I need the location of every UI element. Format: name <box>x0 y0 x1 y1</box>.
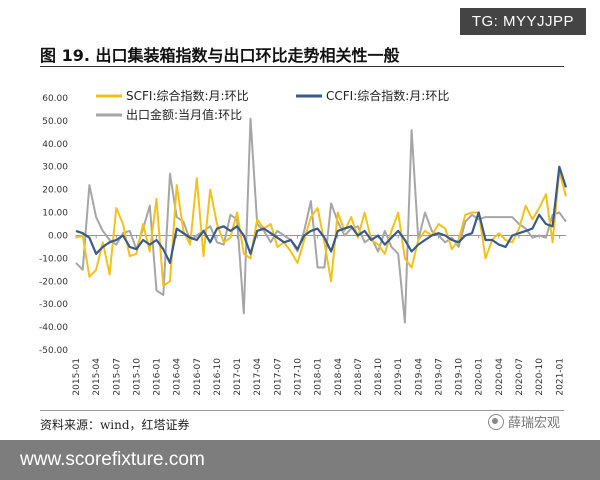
x-tick-label: 2018-07 <box>354 358 364 396</box>
series-line-scfi <box>75 170 567 287</box>
x-tick-label: 2015-04 <box>92 358 102 396</box>
legend-label-export: 出口金额:当月值:环比 <box>126 107 242 122</box>
x-tick-label: 2019-07 <box>434 358 444 396</box>
y-tick-label: 30.00 <box>42 163 68 173</box>
figure-title: 图 19. 出口集装箱指数与出口环比走势相关性一般 <box>40 46 400 65</box>
x-tick-label: 2018-01 <box>314 358 324 396</box>
title-divider <box>40 66 564 67</box>
y-tick-label: -30.00 <box>39 300 68 310</box>
x-tick-label: 2021-01 <box>555 358 565 396</box>
x-tick-label: 2015-10 <box>132 358 142 396</box>
site-banner: www.scorefixture.com <box>0 440 600 480</box>
footer-divider <box>40 410 564 411</box>
series-lines <box>75 117 568 324</box>
watermark-text: 薛瑞宏观 <box>507 416 560 431</box>
x-tick-label: 2016-04 <box>173 358 183 396</box>
x-tick-label: 2017-10 <box>294 358 304 396</box>
x-tick-label: 2020-10 <box>535 358 545 396</box>
x-tick-label: 2018-10 <box>374 358 384 396</box>
y-tick-label: -50.00 <box>39 346 68 356</box>
legend-label-ccfi: CCFI:综合指数:月:环比 <box>326 88 449 103</box>
x-tick-label: 2020-01 <box>475 358 485 396</box>
x-tick-label: 2015-07 <box>112 358 122 396</box>
y-axis: -50.00 -40.00 -30.00 -20.00 -10.00 0.00 10.00 2… <box>39 94 68 356</box>
x-tick-label: 2015-01 <box>72 358 82 396</box>
x-tick-label: 2020-04 <box>495 358 505 396</box>
legend-label-scfi: SCFI:综合指数:月:环比 <box>126 88 249 103</box>
x-tick-label: 2018-04 <box>334 358 344 396</box>
series-line-export <box>75 117 567 324</box>
wechat-logo-icon <box>487 413 504 430</box>
source-note: 资料来源：wind，红塔证券 <box>40 418 190 432</box>
y-tick-label: 0.00 <box>48 231 68 241</box>
x-tick-label: 2020-07 <box>515 358 525 396</box>
y-tick-label: 50.00 <box>42 117 68 127</box>
series-line-ccfi <box>75 165 568 264</box>
x-tick-label: 2019-01 <box>394 358 404 396</box>
x-tick-label: 2016-10 <box>213 358 223 396</box>
x-tick-label: 2017-01 <box>233 358 243 396</box>
x-tick-label: 2017-07 <box>273 358 283 396</box>
x-tick-label: 2017-04 <box>253 358 263 396</box>
y-tick-label: 60.00 <box>42 94 68 104</box>
y-tick-label: 40.00 <box>42 140 68 150</box>
x-tick-label: 2019-10 <box>455 358 465 396</box>
y-tick-label: -10.00 <box>39 254 68 264</box>
x-tick-label: 2016-07 <box>193 358 203 396</box>
y-tick-label: -40.00 <box>39 323 68 333</box>
y-tick-label: 10.00 <box>42 209 68 219</box>
tg-badge: TG: MYYJJPP <box>459 8 586 35</box>
x-tick-label: 2019-04 <box>414 358 424 396</box>
y-tick-label: 20.00 <box>42 186 68 196</box>
x-tick-label: 2016-01 <box>153 358 163 396</box>
site-url[interactable]: www.scorefixture.com <box>20 449 205 470</box>
watermark-brand: 薛瑞宏观 <box>487 412 560 431</box>
y-tick-label: -20.00 <box>39 277 68 287</box>
x-axis: 2015-01 2015-04 2015-07 2015-10 2016-01 2016-… <box>72 235 566 396</box>
